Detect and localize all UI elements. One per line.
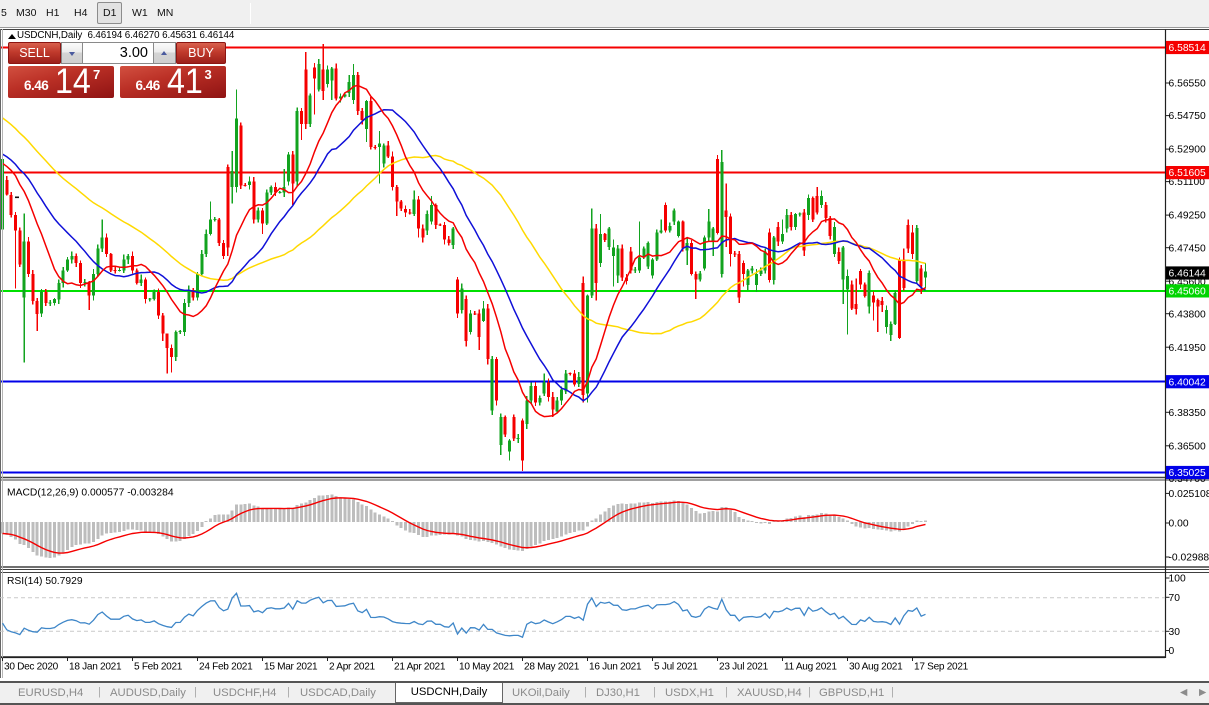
svg-text:6.58514: 6.58514 <box>1169 43 1206 54</box>
svg-text:30 Aug 2021: 30 Aug 2021 <box>849 662 903 673</box>
svg-text:6.43800: 6.43800 <box>1169 309 1206 320</box>
svg-text:23 Jul 2021: 23 Jul 2021 <box>719 662 769 673</box>
svg-text:100: 100 <box>1169 574 1186 585</box>
svg-text:30 Dec 2020: 30 Dec 2020 <box>4 662 59 673</box>
svg-text:15 Mar 2021: 15 Mar 2021 <box>264 662 318 673</box>
svg-text:6.38350: 6.38350 <box>1169 408 1206 419</box>
svg-text:6.52900: 6.52900 <box>1169 145 1206 156</box>
svg-text:21 Apr 2021: 21 Apr 2021 <box>394 662 446 673</box>
svg-text:6.51100: 6.51100 <box>1169 177 1206 188</box>
svg-text:6.47450: 6.47450 <box>1169 243 1206 254</box>
svg-text:2 Apr 2021: 2 Apr 2021 <box>329 662 376 673</box>
svg-text:6.56550: 6.56550 <box>1169 79 1206 90</box>
svg-text:6.40042: 6.40042 <box>1169 377 1206 388</box>
svg-text:28 May 2021: 28 May 2021 <box>524 662 580 673</box>
svg-text:6.36500: 6.36500 <box>1169 441 1206 452</box>
svg-text:18 Jan 2021: 18 Jan 2021 <box>69 662 122 673</box>
svg-text:0.00: 0.00 <box>1169 519 1189 530</box>
svg-text:16 Jun 2021: 16 Jun 2021 <box>589 662 642 673</box>
svg-text:6.34700: 6.34700 <box>1169 474 1206 485</box>
svg-text:6.49250: 6.49250 <box>1169 211 1206 222</box>
svg-text:11 Aug 2021: 11 Aug 2021 <box>784 662 837 673</box>
svg-text:RSI(14) 50.7929: RSI(14) 50.7929 <box>7 576 83 587</box>
svg-text:6.41950: 6.41950 <box>1169 343 1206 354</box>
svg-text:17 Sep 2021: 17 Sep 2021 <box>914 662 969 673</box>
svg-text:6.45600: 6.45600 <box>1169 277 1206 288</box>
svg-text:0.025108: 0.025108 <box>1169 489 1209 500</box>
svg-text:6.51605: 6.51605 <box>1169 168 1206 179</box>
svg-text:10 May 2021: 10 May 2021 <box>459 662 515 673</box>
svg-text:30: 30 <box>1169 627 1181 638</box>
svg-text:6.45060: 6.45060 <box>1169 287 1206 298</box>
svg-text:5 Jul 2021: 5 Jul 2021 <box>654 662 698 673</box>
svg-text:70: 70 <box>1169 593 1181 604</box>
svg-text:0: 0 <box>1169 646 1175 657</box>
svg-text:24 Feb 2021: 24 Feb 2021 <box>199 662 253 673</box>
svg-text:MACD(12,26,9) 0.000577 -0.0032: MACD(12,26,9) 0.000577 -0.003284 <box>7 488 174 499</box>
svg-text:6.54750: 6.54750 <box>1169 111 1206 122</box>
svg-text:5 Feb 2021: 5 Feb 2021 <box>134 662 183 673</box>
svg-text:6.35025: 6.35025 <box>1169 468 1206 479</box>
svg-text:6.46144: 6.46144 <box>1169 269 1206 280</box>
